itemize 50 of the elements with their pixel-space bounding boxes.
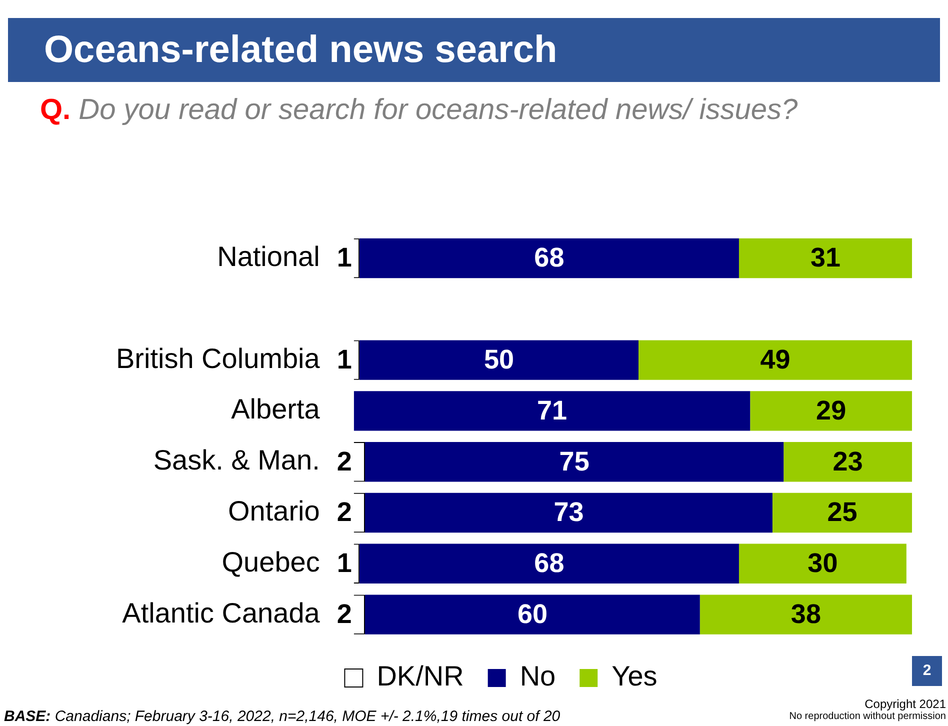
bar: [700, 594, 912, 634]
data-label: 2: [336, 497, 352, 528]
bar: [359, 544, 739, 584]
y-tick-label: National: [217, 240, 320, 272]
bar: [784, 442, 912, 482]
data-label: 75: [559, 446, 590, 476]
data-label: 38: [790, 599, 821, 630]
data-label: 31: [810, 242, 841, 273]
data-label: 73: [554, 497, 584, 528]
bar: [365, 594, 700, 634]
data-label: 68: [534, 242, 564, 273]
legend-label: DK/NR: [376, 660, 464, 692]
data-label: 71: [536, 395, 568, 426]
y-tick-label: Atlantic Canada: [122, 597, 320, 628]
y-tick-label: Ontario: [228, 495, 320, 526]
text: Copyright 2021: [864, 697, 946, 711]
data-label: 49: [760, 344, 790, 375]
text: 2: [912, 656, 942, 686]
data-label: 50: [484, 344, 514, 375]
bar: [738, 544, 906, 584]
bar: [365, 492, 772, 533]
data-label: 2: [336, 446, 352, 476]
data-label: 25: [827, 497, 858, 528]
data-label: 1: [336, 242, 352, 273]
data-label: 23: [832, 446, 863, 476]
y-tick-label: Quebec: [222, 546, 320, 578]
data-label: 30: [808, 548, 838, 578]
chart-subtitle: Q. Do you read or search for oceans-related news/ issues?: [40, 93, 799, 128]
text: BASE: Canadians; February 3-16, 2022, n=2,146, MOE +/- 2.1%,19 times out of 20: [4, 708, 560, 725]
bar: [750, 391, 912, 431]
bar: [359, 340, 639, 380]
legend-label: Yes: [612, 660, 658, 692]
bar: [354, 391, 750, 431]
data-label: 1: [336, 548, 352, 578]
data-label: 2: [336, 599, 352, 630]
y-tick-label: Sask. & Man.: [153, 444, 320, 476]
y-tick-label: Alberta: [231, 394, 320, 425]
bar: [772, 492, 912, 533]
bar: [365, 442, 784, 482]
legend-label: No: [520, 660, 556, 692]
data-label: 1: [336, 344, 352, 375]
bar: [638, 340, 912, 380]
chart-title: Oceans-related news search: [8, 18, 940, 82]
bar: [738, 238, 912, 278]
data-label: 60: [517, 599, 548, 630]
y-tick-label: British Columbia: [116, 342, 320, 374]
text: No reproduction without permission: [789, 711, 946, 722]
data-label: 29: [816, 395, 846, 426]
data-label: 68: [534, 548, 564, 578]
bar: [359, 238, 739, 278]
